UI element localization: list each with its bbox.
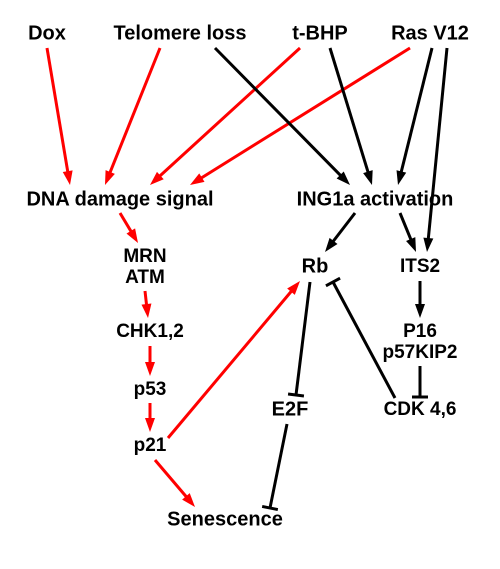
edge-p53 xyxy=(145,403,155,432)
edge-telomere xyxy=(215,48,350,185)
node-cdk46: CDK 4,6 xyxy=(384,399,457,421)
signaling-pathway-diagram: Dox Telomere loss t-BHP Ras V12 DNA damage s… xyxy=(0,0,500,569)
node-ing1a: ING1a activation xyxy=(297,189,454,212)
edge-tbhp xyxy=(150,48,300,185)
edge-chk12 xyxy=(145,346,155,376)
node-dox: Dox xyxy=(28,23,66,46)
edges-layer xyxy=(0,0,500,569)
node-rb: Rb xyxy=(302,256,329,279)
node-p21: p21 xyxy=(134,435,167,457)
edge-e2f xyxy=(262,424,287,510)
edge-atm xyxy=(141,291,151,318)
edge-rasv12 xyxy=(397,48,432,185)
edge-its2 xyxy=(415,281,425,318)
edge-telomere xyxy=(105,48,160,185)
node-senescence: Senescence xyxy=(167,509,283,532)
edge-ing1a xyxy=(400,213,416,252)
edge-rb xyxy=(288,282,310,396)
node-rasv12: Ras V12 xyxy=(391,23,469,46)
edge-cdk46 xyxy=(326,278,395,398)
node-dna: DNA damage signal xyxy=(26,189,213,212)
node-atm: ATM xyxy=(125,267,165,289)
node-tbhp: t-BHP xyxy=(292,23,348,46)
edge-ing1a xyxy=(325,213,355,252)
edge-rasv12 xyxy=(423,48,447,252)
edge-p57kip2 xyxy=(412,366,428,397)
node-telomere: Telomere loss xyxy=(113,23,246,46)
node-e2f: E2F xyxy=(272,399,309,422)
node-p57kip2: p57KIP2 xyxy=(383,342,458,364)
edge-dna xyxy=(120,213,138,243)
edge-dox xyxy=(47,48,73,185)
edge-tbhp xyxy=(330,48,373,185)
node-p53: p53 xyxy=(134,379,167,401)
edge-rasv12 xyxy=(190,48,410,185)
edge-p21 xyxy=(155,460,195,507)
node-chk12: CHK1,2 xyxy=(116,321,184,343)
node-mrn: MRN xyxy=(123,246,166,268)
node-its2: ITS2 xyxy=(400,256,440,278)
node-p16: P16 xyxy=(403,321,437,343)
